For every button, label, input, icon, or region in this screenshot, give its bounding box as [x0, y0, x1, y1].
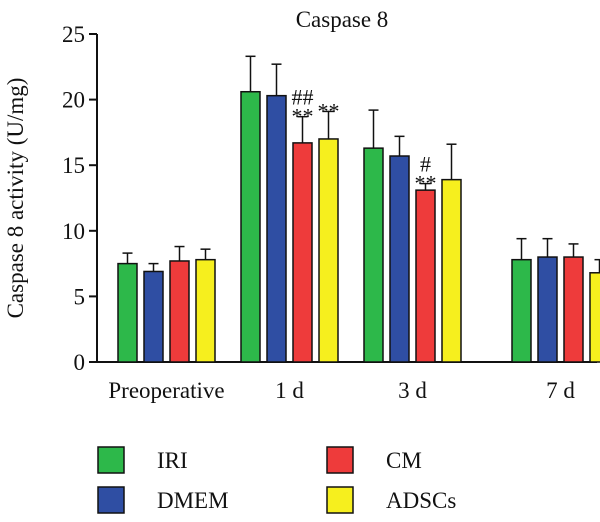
significance-marker: ** — [415, 171, 437, 196]
significance-marker: ** — [292, 104, 314, 129]
bar — [441, 178, 462, 363]
y-tick-label: 10 — [62, 219, 85, 244]
legend-label: CM — [386, 448, 422, 473]
chart-title: Caspase 8 — [296, 7, 389, 32]
bar — [266, 94, 287, 363]
bars — [117, 55, 600, 363]
significance-annotations: **##****# — [292, 85, 437, 196]
bar — [589, 272, 600, 363]
bar — [169, 260, 190, 363]
y-tick-label: 5 — [74, 284, 86, 309]
significance-marker: # — [420, 152, 431, 177]
bar — [143, 270, 164, 363]
bar — [389, 155, 410, 363]
legend-swatch — [97, 486, 125, 514]
bar — [563, 256, 584, 363]
bar — [511, 258, 532, 363]
legend-swatch — [97, 446, 125, 474]
legend-label: DMEM — [157, 488, 229, 513]
y-tick-label: 20 — [62, 88, 85, 113]
legend-swatch — [326, 486, 354, 514]
axes: 0 5 10 15 20 25 Preoperative 1 d 3 d 7 d — [62, 22, 597, 403]
bar — [363, 147, 384, 363]
y-axis-label: Caspase 8 activity (U/mg) — [3, 78, 28, 319]
y-tick-label: 25 — [62, 22, 85, 47]
bar — [415, 189, 436, 363]
bar — [537, 256, 558, 363]
bar — [292, 142, 313, 363]
legend-label: IRI — [157, 448, 188, 473]
legend-label: ADSCs — [386, 488, 456, 513]
y-tick-label: 0 — [74, 350, 86, 375]
x-tick-label: 3 d — [398, 378, 427, 403]
bar — [240, 90, 261, 363]
x-tick-label: 7 d — [546, 378, 575, 403]
significance-marker: ## — [292, 85, 314, 110]
legend: IRI CM DMEM ADSCs — [97, 446, 456, 514]
x-tick-label: Preoperative — [108, 378, 224, 403]
y-tick-label: 15 — [62, 153, 85, 178]
bar — [318, 138, 339, 363]
legend-swatch — [326, 446, 354, 474]
bar — [117, 262, 138, 363]
significance-marker: ** — [318, 98, 340, 123]
x-tick-label: 1 d — [275, 378, 304, 403]
bar — [195, 258, 216, 363]
